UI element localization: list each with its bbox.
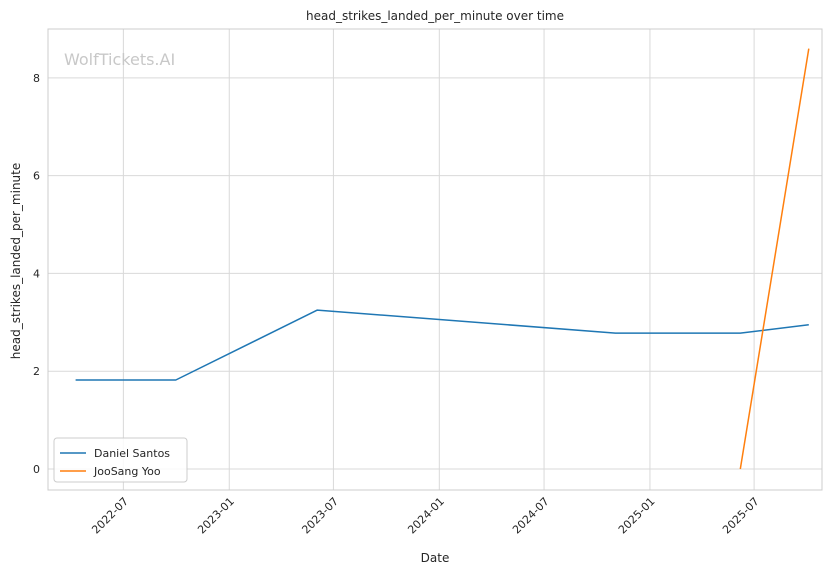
y-tick-label: 0 xyxy=(33,463,40,476)
series-line-1 xyxy=(739,48,810,470)
plot-frame xyxy=(47,28,823,491)
chart-title: head_strikes_landed_per_minute over time xyxy=(306,9,564,23)
series-lines xyxy=(75,48,810,470)
y-axis-ticks: 0 2 4 6 8 xyxy=(33,72,40,476)
legend-label-series-0: Daniel Santos xyxy=(94,447,170,460)
y-tick-label: 6 xyxy=(33,170,40,183)
y-axis-label: head_strikes_landed_per_minute xyxy=(9,163,23,360)
legend: Daniel Santos JooSang Yoo xyxy=(53,437,188,483)
y-tick-label: 8 xyxy=(33,72,40,85)
legend-label-series-1: JooSang Yoo xyxy=(93,465,161,478)
series-line-0 xyxy=(75,309,809,381)
legend-box xyxy=(53,437,188,483)
watermark: WolfTickets.AI xyxy=(64,50,175,69)
y-tick-label: 4 xyxy=(33,267,40,280)
grid xyxy=(48,29,822,490)
y-tick-label: 2 xyxy=(33,365,40,378)
x-axis-label: Date xyxy=(421,551,450,565)
